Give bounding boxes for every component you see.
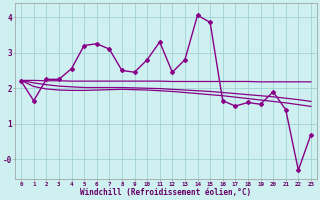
X-axis label: Windchill (Refroidissement éolien,°C): Windchill (Refroidissement éolien,°C) [80,188,252,197]
